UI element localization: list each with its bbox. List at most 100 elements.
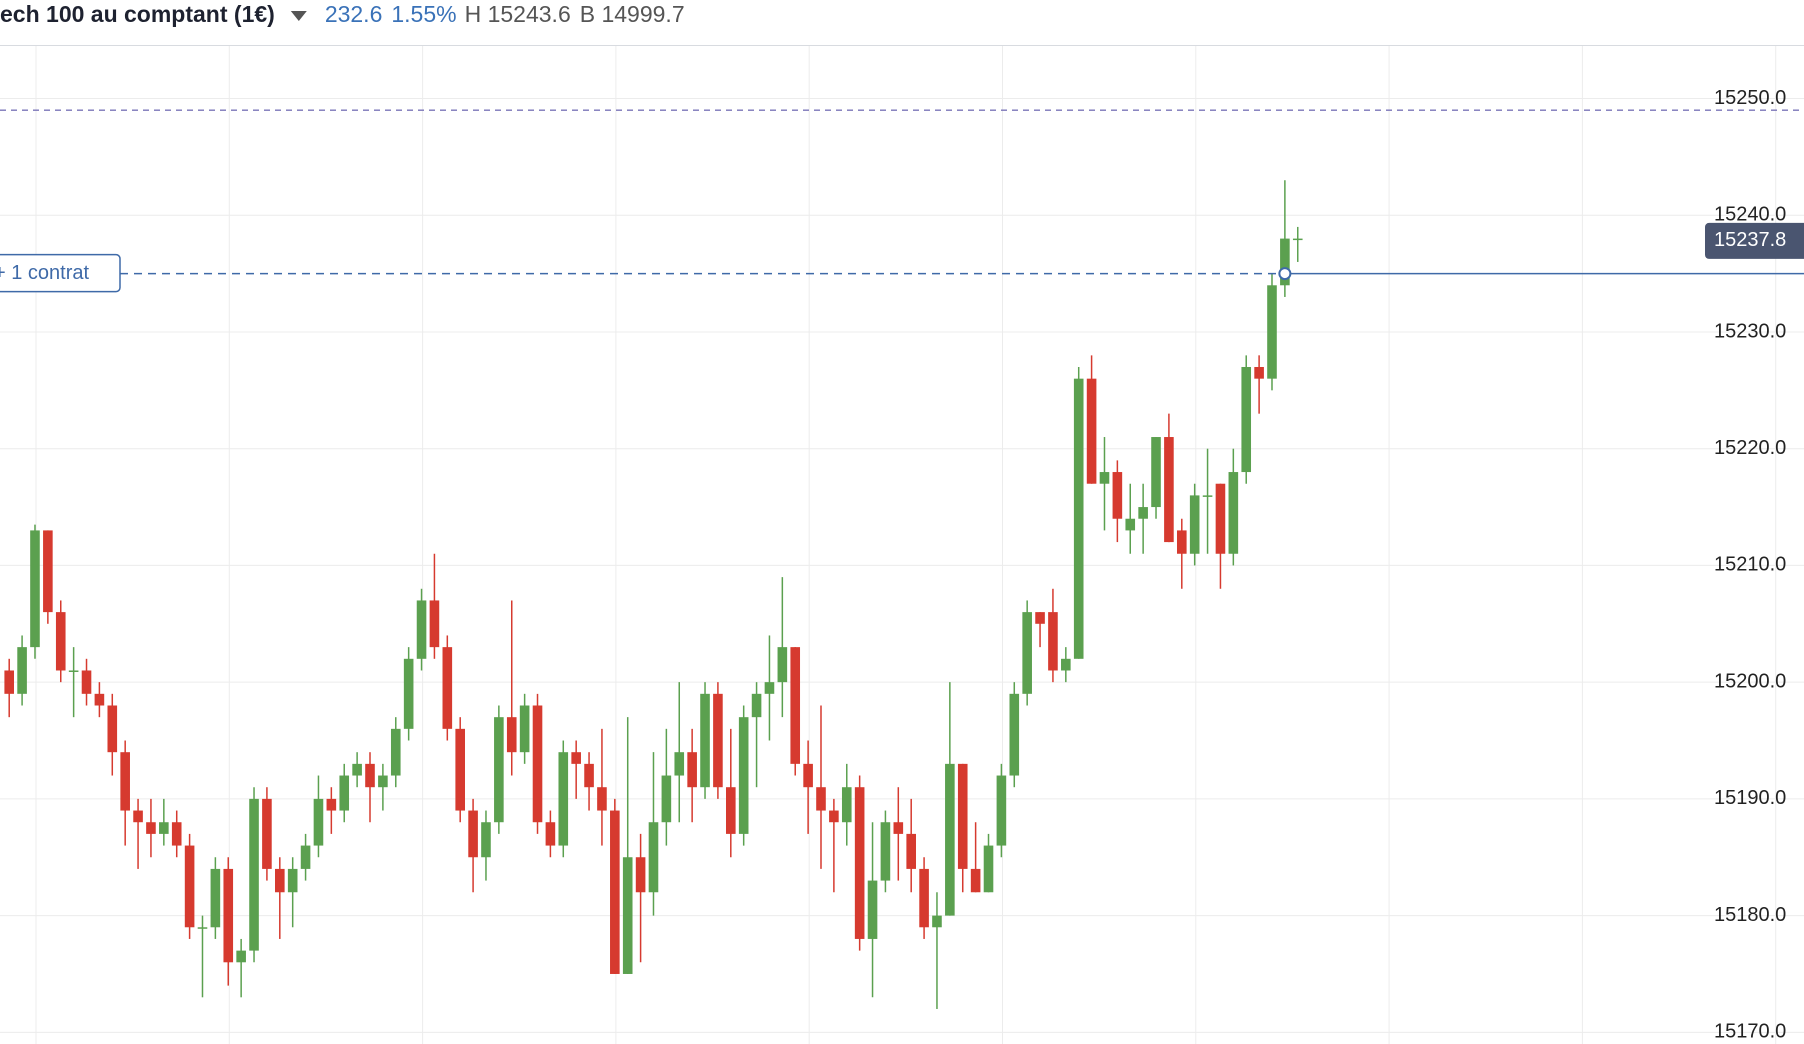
candle-body xyxy=(107,705,118,753)
candle-body xyxy=(1241,366,1252,473)
candle-body xyxy=(55,612,66,671)
last-price-label: 15237.8 xyxy=(1714,229,1786,251)
candle-body xyxy=(30,530,40,648)
candle-body xyxy=(403,658,414,729)
candle-body xyxy=(365,763,375,788)
candle-body xyxy=(249,798,259,951)
candle-body xyxy=(1061,658,1071,671)
candle-body xyxy=(674,752,685,776)
candle-body xyxy=(17,647,27,694)
candle-body xyxy=(159,822,169,834)
candle-body xyxy=(519,705,530,753)
candle-body xyxy=(68,670,79,672)
candle-body xyxy=(1138,507,1148,519)
candle-body xyxy=(455,728,465,811)
order-handle xyxy=(1278,267,1292,281)
candle-body xyxy=(610,810,620,974)
candle-body xyxy=(1215,483,1226,554)
order-label-box xyxy=(0,253,121,293)
candle-body xyxy=(287,868,298,893)
candle-body xyxy=(751,693,762,718)
candle-body xyxy=(1164,437,1174,543)
candle-body xyxy=(983,845,994,893)
candle-body xyxy=(713,693,723,788)
candle-body xyxy=(1086,378,1097,484)
candle-body xyxy=(313,798,324,846)
candle-body xyxy=(1280,238,1290,286)
y-tick-label: 15190.0 xyxy=(1714,787,1786,809)
candle-body xyxy=(171,822,182,846)
candle-body xyxy=(584,763,594,788)
candle-body xyxy=(1228,472,1239,554)
candle-body xyxy=(957,763,968,869)
change: 232.6 xyxy=(325,1,383,27)
y-tick-label: 15240.0 xyxy=(1714,204,1786,226)
candle-body xyxy=(1099,472,1110,484)
candle-body xyxy=(481,822,491,858)
candle-body xyxy=(1009,693,1020,776)
candle-body xyxy=(81,670,92,694)
candle-body xyxy=(635,857,646,893)
candle-body xyxy=(803,763,813,788)
y-tick-label: 15210.0 xyxy=(1714,554,1786,576)
candle-body xyxy=(133,810,143,823)
candle-body xyxy=(1073,378,1084,659)
candle-body xyxy=(996,775,1007,846)
y-tick-label: 15250.0 xyxy=(1714,87,1786,109)
candle-body xyxy=(300,845,311,869)
candle-body xyxy=(1048,612,1058,671)
session-low: B 14999.7 xyxy=(580,1,685,27)
candle-body xyxy=(506,717,517,753)
candle-body xyxy=(777,647,788,683)
candle-body xyxy=(867,880,878,939)
candle-body xyxy=(262,798,272,869)
candle-body xyxy=(1267,285,1277,379)
dropdown-caret[interactable] xyxy=(290,11,307,21)
candle-body xyxy=(790,647,801,764)
candle-body xyxy=(816,787,826,811)
change-pct: 1.55% xyxy=(391,1,456,27)
candle-body xyxy=(841,787,852,823)
header-bar xyxy=(0,0,1804,45)
candle-body xyxy=(339,775,350,811)
candle-body xyxy=(1022,612,1032,694)
candle-body xyxy=(648,822,659,893)
candle-body xyxy=(545,822,556,846)
y-tick-label: 15230.0 xyxy=(1714,320,1786,342)
candle-body xyxy=(390,728,401,776)
candle-body xyxy=(687,752,697,788)
y-tick-label: 15220.0 xyxy=(1714,437,1786,459)
candle-body xyxy=(738,717,749,834)
candle-body xyxy=(184,845,195,928)
candle-body xyxy=(442,647,453,729)
candle-body xyxy=(906,833,916,869)
candle-body xyxy=(378,775,388,788)
candle-body xyxy=(4,670,15,694)
instrument-title[interactable]: ech 100 au comptant (1€) xyxy=(0,1,275,27)
candle-body xyxy=(661,775,672,823)
candle-body xyxy=(1151,437,1161,508)
candle-body xyxy=(429,600,440,648)
candle-body xyxy=(932,915,942,928)
candle-body xyxy=(558,752,569,846)
candle-body xyxy=(1292,238,1303,241)
candle-body xyxy=(146,822,156,834)
candle-body xyxy=(326,798,337,811)
candle-body xyxy=(893,822,904,834)
candle-body xyxy=(622,857,633,974)
candle-body xyxy=(416,600,427,659)
candle-body xyxy=(945,763,955,916)
candle-body xyxy=(1189,495,1200,554)
candle-body xyxy=(854,787,865,939)
candle-body xyxy=(352,763,362,776)
y-tick-label: 15170.0 xyxy=(1714,1021,1786,1043)
candle-body xyxy=(764,682,775,694)
candle-body xyxy=(275,868,285,893)
candle-body xyxy=(919,868,929,928)
y-tick-label: 15200.0 xyxy=(1714,670,1786,692)
candle-body xyxy=(571,752,581,764)
candle-body xyxy=(970,868,981,893)
y-tick-label: 15180.0 xyxy=(1714,904,1786,926)
candle-body xyxy=(120,752,130,811)
